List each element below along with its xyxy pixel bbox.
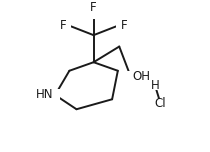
- Text: F: F: [60, 19, 67, 32]
- FancyBboxPatch shape: [62, 20, 71, 30]
- FancyBboxPatch shape: [126, 71, 138, 82]
- Text: H: H: [151, 79, 159, 92]
- Text: Cl: Cl: [155, 97, 166, 110]
- FancyBboxPatch shape: [47, 89, 60, 101]
- FancyBboxPatch shape: [89, 9, 98, 19]
- FancyBboxPatch shape: [151, 80, 159, 90]
- FancyBboxPatch shape: [116, 20, 125, 30]
- Text: F: F: [90, 1, 97, 14]
- Text: F: F: [121, 19, 127, 32]
- Text: OH: OH: [132, 70, 150, 83]
- FancyBboxPatch shape: [155, 98, 166, 109]
- Text: HN: HN: [36, 88, 54, 102]
